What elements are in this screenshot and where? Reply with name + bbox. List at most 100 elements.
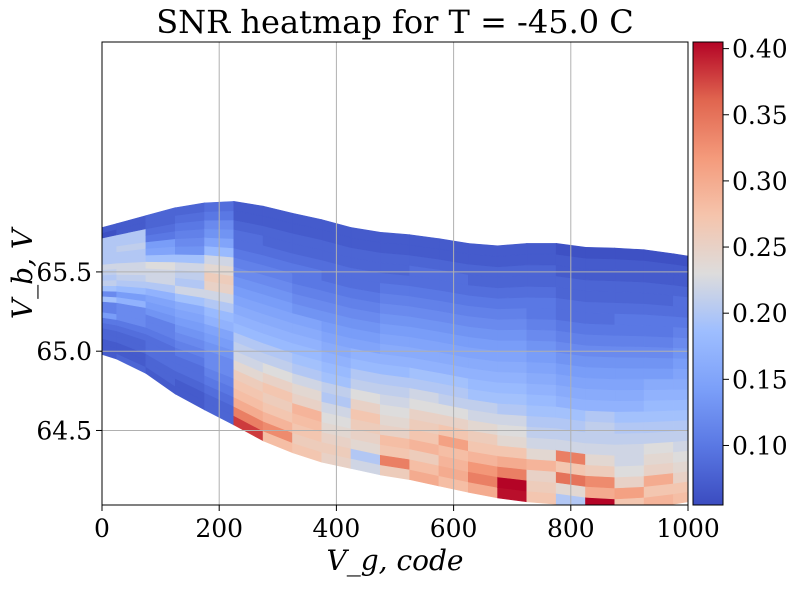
- colorbar-tick-label: 0.30: [732, 167, 788, 196]
- colorbar-tick-label: 0.10: [732, 431, 788, 460]
- heatmap-cell: [102, 274, 117, 281]
- heatmap-cell: [673, 368, 688, 380]
- colorbar: [692, 41, 724, 506]
- x-axis-ticks: 0 200 400 600 800 1000: [94, 505, 720, 543]
- heatmap-cell: [585, 410, 616, 423]
- heatmap-cell: [673, 336, 688, 349]
- heatmap-cells: [102, 201, 688, 505]
- heatmap-cell: [526, 275, 557, 288]
- heatmap-cell: [497, 392, 528, 406]
- heatmap-cell: [526, 361, 557, 375]
- heatmap-cell: [673, 295, 688, 308]
- heatmap-cell: [673, 347, 688, 359]
- heatmap-cell: [614, 247, 645, 261]
- heatmap-cell: [497, 318, 528, 331]
- heatmap-cell: [526, 458, 557, 472]
- heatmap-cell: [585, 431, 616, 445]
- heatmap-cell: [585, 290, 616, 303]
- heatmap-cell: [643, 367, 674, 380]
- heatmap-cell: [526, 350, 557, 364]
- heatmap-cell: [585, 323, 616, 336]
- heatmap-cell: [614, 378, 645, 391]
- heatmap-cell: [673, 305, 688, 318]
- heatmap-cell: [673, 450, 688, 463]
- heatmap-cell: [673, 491, 688, 505]
- heatmap-cell: [497, 371, 528, 384]
- heatmap-cell: [467, 243, 498, 257]
- heatmap-cell: [614, 302, 645, 315]
- heatmap-cell: [585, 496, 616, 505]
- heatmap-cell: [585, 464, 616, 478]
- heatmap-cell: [497, 296, 528, 310]
- heatmap-cell: [585, 442, 616, 456]
- heatmap-cell: [526, 329, 557, 342]
- heatmap-cell: [614, 475, 645, 489]
- heatmap-cell: [614, 432, 645, 445]
- heatmap-cell: [673, 409, 688, 422]
- y-tick-label: 65.0: [36, 337, 92, 366]
- heatmap-cell: [614, 334, 645, 347]
- y-axis-ticks: 64.5 65.0 65.5: [36, 258, 102, 445]
- heatmap-cell: [614, 280, 645, 294]
- heatmap-cell: [585, 279, 616, 293]
- heatmap-cell: [614, 443, 645, 456]
- heatmap-cell: [585, 268, 616, 282]
- heatmap-cell: [585, 355, 616, 369]
- heatmap-cell: [673, 460, 688, 474]
- heatmap-cell: [673, 357, 688, 370]
- heatmap-cell: [614, 356, 645, 369]
- heatmap-cell: [614, 453, 645, 467]
- heatmap-cell: [614, 258, 645, 272]
- heatmap-cell: [497, 286, 528, 299]
- heatmap-cell: [585, 246, 616, 260]
- heatmap-cell: [673, 326, 688, 339]
- heatmap-cell: [614, 486, 645, 500]
- heatmap-cell: [526, 436, 557, 451]
- heatmap-cell: [643, 409, 674, 423]
- heatmap-cell: [497, 402, 528, 417]
- heatmap-cell: [175, 245, 205, 256]
- heatmap-cell: [614, 497, 645, 505]
- heatmap-cell: [497, 275, 528, 289]
- heatmap-cell: [673, 429, 688, 442]
- heatmap-cell: [102, 290, 117, 298]
- heatmap-cell: [673, 274, 688, 288]
- heatmap-cell: [497, 243, 528, 257]
- x-tick-label: 800: [547, 514, 595, 543]
- heatmap-cell: [585, 301, 616, 314]
- heatmap-cell: [673, 470, 688, 484]
- heatmap-cell: [643, 399, 674, 412]
- x-tick-label: 400: [313, 514, 361, 543]
- heatmap-cell: [497, 381, 528, 395]
- heatmap-cell: [585, 475, 616, 489]
- heatmap-cell: [145, 261, 176, 271]
- heatmap-cell: [673, 284, 688, 298]
- heatmap-cell: [585, 333, 616, 347]
- heatmap-cell: [673, 419, 688, 432]
- heatmap-cell: [526, 253, 557, 266]
- colorbar-tick-label: 0.20: [732, 299, 788, 328]
- heatmap-cell: [643, 420, 674, 434]
- heatmap-cell: [526, 372, 557, 386]
- heatmap-cell: [102, 279, 117, 287]
- heatmap-cell: [585, 388, 616, 402]
- y-axis-label: V_b, V: [6, 226, 39, 319]
- heatmap-cell: [614, 410, 645, 423]
- heatmap-cell: [102, 285, 117, 292]
- heatmap-cell: [585, 257, 616, 271]
- x-tick-label: 1000: [656, 514, 720, 543]
- heatmap-cell: [585, 486, 616, 500]
- colorbar-tick-label: 0.15: [732, 365, 788, 394]
- x-axis-label: V_g, code: [327, 544, 464, 577]
- heatmap-cell: [526, 383, 557, 396]
- heatmap-cell: [497, 329, 528, 341]
- heatmap-cell: [175, 261, 205, 273]
- heatmap-cell: [673, 378, 688, 390]
- heatmap-cell: [673, 399, 688, 411]
- heatmap-cell: [497, 307, 528, 320]
- heatmap-cell: [145, 253, 176, 263]
- colorbar-tick-label: 0.25: [732, 233, 788, 262]
- heatmap-cell: [643, 335, 674, 348]
- heatmap-cell: [585, 366, 616, 380]
- heatmap-cell: [116, 274, 147, 282]
